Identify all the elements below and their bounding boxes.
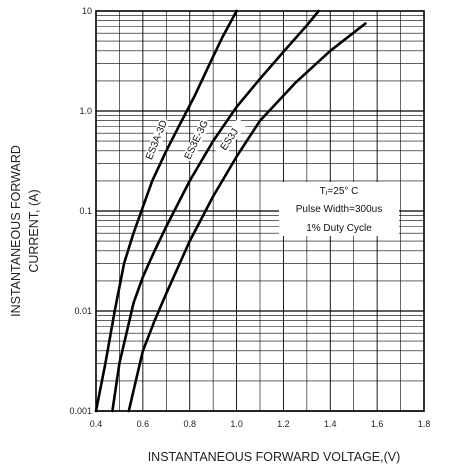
note-pulse-width: Pulse Width=300us	[296, 204, 382, 215]
conditions-note: Tⱼ=25° C Pulse Width=300us 1% Duty Cycle	[279, 182, 399, 236]
x-axis-title: INSTANTANEOUS FORWARD VOLTAGE,(V)	[148, 450, 401, 464]
curve-label-background	[182, 117, 212, 163]
y-axis-title-line-2: CURRENT, (A)	[27, 189, 41, 272]
x-tick-label: 0.8	[183, 419, 196, 429]
curve-label-background	[143, 117, 171, 163]
x-tick-label: 1.4	[324, 419, 337, 429]
tick-labels: 0.4 0.6 0.8 1.0 1.2 1.4 1.6 1.8 0.001 0.01 0.1 1.0 1…	[69, 6, 430, 429]
conditions-note-background	[279, 182, 399, 236]
x-tick-label: 0.4	[90, 419, 103, 429]
y-tick-label: 0.001	[69, 406, 92, 416]
note-duty-cycle: 1% Duty Cycle	[306, 223, 372, 234]
x-tick-label: 1.0	[230, 419, 243, 429]
plot-frame	[95, 10, 425, 412]
y-tick-label: 0.1	[79, 206, 92, 216]
x-tick-label: 0.6	[137, 419, 150, 429]
y-axis-title-line-1: INSTANTANEOUS FORWARD	[9, 145, 23, 317]
y-axis-title: INSTANTANEOUS FORWARD CURRENT, (A)	[9, 145, 41, 317]
curves	[94, 9, 367, 413]
y-tick-label: 10	[82, 6, 92, 16]
curve-es3j	[127, 22, 367, 413]
curve-es3e-3g	[111, 9, 320, 413]
y-tick-label: 0.01	[74, 306, 92, 316]
x-tick-label: 1.8	[418, 419, 431, 429]
y-tick-label: 1.0	[79, 106, 92, 116]
x-tick-label: 1.6	[371, 419, 384, 429]
note-junction-temp: Tⱼ=25° C	[320, 186, 359, 197]
curve-es3a-3d	[94, 9, 238, 413]
curve-label-es3e-3g: ES3E-3G	[183, 118, 212, 161]
curve-label-es3j: ES3J	[219, 127, 241, 153]
curve-labels: ES3A-3D ES3E-3G ES3J	[143, 117, 247, 163]
x-tick-label: 1.2	[277, 419, 290, 429]
curve-label-es3a-3d: ES3A-3D	[144, 119, 170, 162]
curve-label-background	[212, 118, 247, 162]
